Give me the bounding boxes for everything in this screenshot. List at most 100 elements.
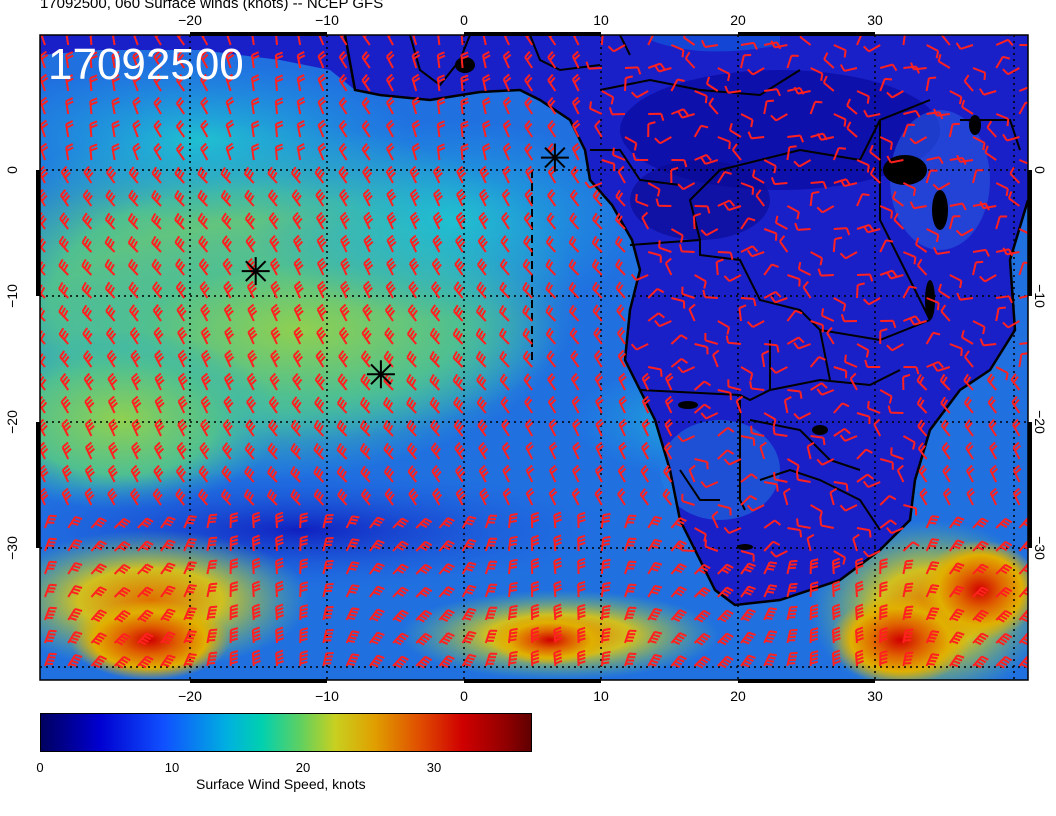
wind-barb — [903, 504, 918, 516]
wind-barb — [108, 418, 119, 437]
wind-barb — [290, 166, 302, 184]
wind-barb — [723, 274, 742, 283]
wind-barb — [763, 159, 777, 174]
wind-barb — [879, 519, 897, 529]
wind-barb — [844, 354, 858, 368]
wind-barb — [524, 96, 534, 115]
wind-barb — [694, 458, 709, 470]
wind-barb — [359, 419, 371, 437]
wind-barb — [819, 518, 834, 529]
wind-barb — [436, 120, 446, 138]
wind-barb — [545, 327, 557, 345]
wind-barb — [591, 258, 603, 276]
wind-barb — [361, 51, 371, 69]
wind-barb — [220, 166, 232, 184]
wind-barb — [461, 561, 477, 575]
wind-barb — [616, 326, 626, 345]
wind-barb — [128, 189, 139, 207]
wind-barb — [81, 304, 93, 322]
wind-barb — [989, 441, 998, 460]
wind-barb — [786, 145, 797, 161]
wind-barb — [338, 96, 348, 115]
wind-barb — [972, 260, 984, 276]
wind-barb — [577, 603, 586, 621]
wind-barb — [717, 136, 731, 150]
wind-barb — [740, 585, 756, 598]
wind-barb — [764, 481, 779, 492]
wind-barb — [429, 373, 441, 391]
wind-barb — [548, 487, 558, 506]
wind-barb — [820, 308, 835, 322]
wind-barb — [571, 73, 581, 92]
wind-barb — [438, 632, 455, 645]
wind-barb — [415, 586, 433, 598]
wind-barb — [160, 562, 176, 575]
wind-barb — [926, 44, 940, 59]
wind-barb — [763, 263, 779, 276]
wind-barb — [855, 580, 864, 598]
wind-barb — [83, 372, 94, 391]
wind-barb — [829, 487, 838, 506]
wind-barb — [746, 249, 765, 258]
wind-barb — [839, 434, 858, 442]
wind-barb — [322, 628, 334, 644]
colorbar-label: Surface Wind Speed, knots — [196, 776, 366, 792]
wind-barb — [846, 98, 858, 115]
wind-barb — [392, 632, 409, 646]
wind-barb — [200, 372, 211, 391]
wind-barb — [694, 205, 711, 214]
lon-tick-top: −10 — [315, 12, 339, 28]
wind-barb — [299, 650, 309, 667]
wind-barb — [600, 512, 611, 529]
wind-barb — [1002, 133, 1020, 142]
wind-barb — [84, 441, 96, 460]
wind-barb — [127, 258, 139, 276]
wind-barb — [247, 303, 258, 322]
wind-barb — [113, 563, 131, 575]
wind-barb — [826, 326, 835, 345]
wind-barb — [481, 50, 491, 69]
wind-barb — [384, 327, 395, 345]
wind-barb — [890, 447, 904, 460]
wind-barb — [481, 142, 491, 161]
wind-barb — [802, 280, 812, 299]
wind-barb — [740, 550, 755, 562]
wind-barb — [502, 464, 511, 483]
wind-barb — [137, 655, 154, 669]
wind-barb — [345, 653, 360, 667]
wind-barb — [1019, 341, 1028, 350]
wind-barb — [886, 90, 904, 99]
wind-barb — [409, 165, 420, 184]
wind-barb — [632, 152, 649, 161]
wind-barb — [40, 418, 48, 437]
wind-barb — [67, 562, 83, 575]
wind-barb — [317, 50, 327, 69]
wind-barb — [909, 318, 927, 326]
wind-barb — [577, 626, 586, 644]
wind-barb — [1018, 563, 1028, 575]
wind-barb — [67, 654, 83, 667]
wind-barb — [409, 234, 420, 253]
wind-barb — [809, 604, 819, 621]
wind-barb — [925, 630, 940, 644]
wind-barb — [717, 199, 736, 207]
wind-barb — [386, 73, 395, 92]
wind-barb — [995, 366, 1009, 381]
wind-barb — [940, 304, 951, 322]
wind-barb — [822, 75, 835, 92]
wind-barb — [429, 350, 441, 368]
wind-barb — [618, 395, 628, 414]
wind-barb — [362, 165, 373, 184]
wind-barb — [717, 426, 735, 437]
wind-barb — [591, 235, 603, 253]
wind-barb — [763, 99, 774, 115]
wind-barb — [679, 543, 695, 552]
wind-barb — [937, 54, 951, 69]
wind-barb — [831, 649, 841, 667]
wind-barb — [229, 650, 239, 667]
wind-barb — [363, 257, 374, 276]
wind-barb — [151, 258, 162, 276]
wind-barb — [571, 395, 581, 414]
wind-barb — [360, 465, 371, 483]
wind-barb — [832, 236, 843, 253]
